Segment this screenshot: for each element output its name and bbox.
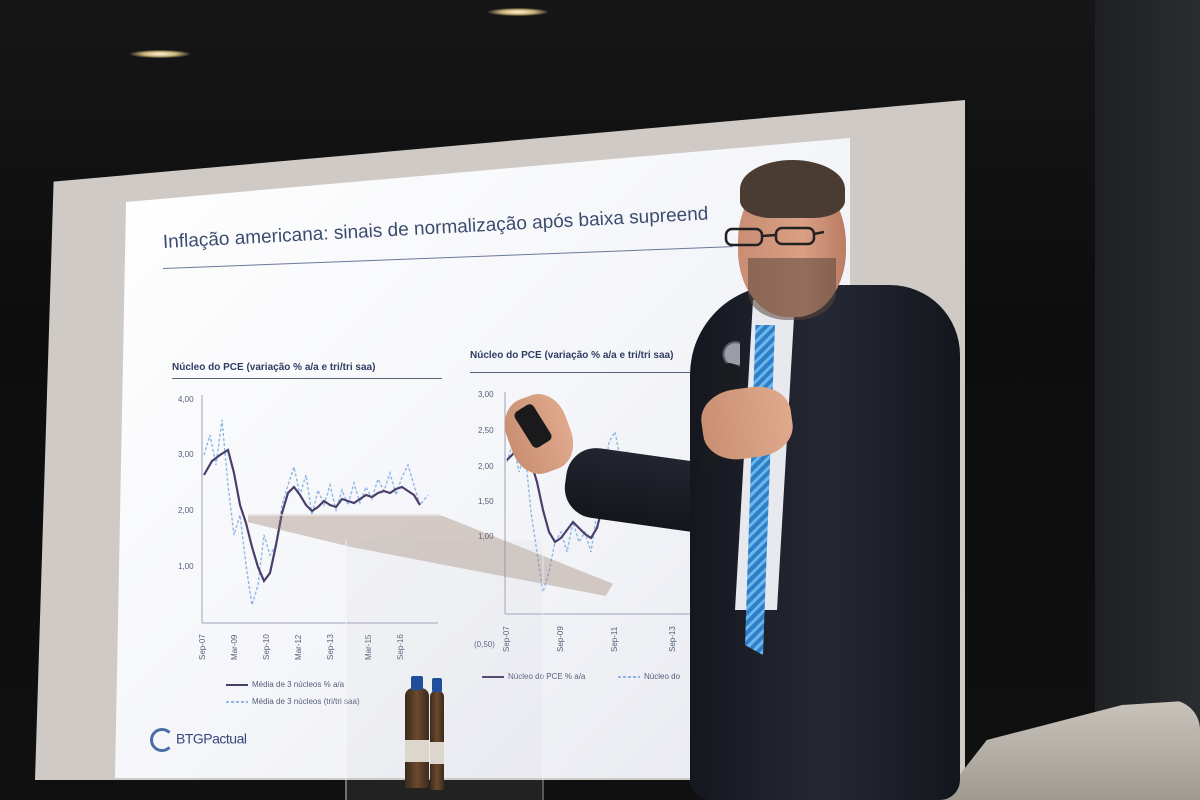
right-wall [1095,0,1200,800]
speaker-hair [740,160,845,218]
water-bottle [405,676,429,788]
legend-swatch-solid [482,675,504,678]
bottle-label [430,742,444,764]
lectern-body [345,540,544,800]
left-chart-rule [172,378,442,379]
legend-label: Média de 3 núcleos (tri/tri saa) [252,697,360,706]
right-y-tick: 1,50 [478,497,494,506]
left-x-tick: Sep-13 [326,634,335,660]
left-y-tick: 3,00 [178,450,194,459]
bottle-cap [411,676,423,690]
left-y-tick: 1,00 [178,562,194,571]
right-x-tick: Sep-11 [610,626,619,652]
armchair [940,700,1200,800]
left-chart-solid-series [203,448,421,584]
left-chart-heading: Núcleo do PCE (variação % a/a e tri/tri … [172,362,376,373]
right-chart-heading: Núcleo do PCE (variação % a/a e tri/tri … [470,350,674,361]
left-chart-plot [201,395,438,624]
right-x-tick: Sep-13 [668,626,677,652]
logo-text: BTGPactual [176,730,247,747]
right-chart-dashed-series [506,430,634,593]
left-y-tick: 4,00 [178,395,194,404]
speaker-beard [748,258,836,320]
right-y-tick: 3,00 [478,390,494,399]
left-chart-legend-item: Média de 3 núcleos % a/a [226,680,344,689]
glasses-icon [724,226,824,247]
legend-swatch-dashed [226,700,248,703]
left-x-tick: Mar-09 [230,634,239,660]
right-y-tick: 1,00 [478,532,494,541]
bottle-label [405,740,429,762]
right-chart-legend-item: Núcleo do [618,672,680,681]
right-chart-rule [470,372,720,373]
bottle-cap [432,678,442,692]
legend-label: Núcleo do [644,672,681,681]
right-x-tick: Sep-09 [556,626,565,652]
ceiling-light-center [488,8,548,16]
btg-pactual-logo: BTGPactual [150,728,247,752]
left-x-tick: Mar-12 [294,634,303,660]
left-chart-legend-item: Média de 3 núcleos (tri/tri saa) [226,697,360,706]
right-y-tick: 2,50 [478,426,494,435]
left-chart-dashed-series [203,419,429,606]
ceiling-light-left [130,50,190,58]
left-x-tick: Sep-10 [262,634,271,660]
water-bottle [430,678,444,790]
right-y-tick: 2,00 [478,462,494,471]
left-y-tick: 2,00 [178,506,194,515]
legend-label: Média de 3 núcleos % a/a [252,680,345,689]
legend-label: Núcleo do PCE % a/a [508,672,586,681]
right-y-tick: (0,50) [474,640,495,649]
logo-ring-icon [150,728,174,752]
left-x-tick: Sep-07 [198,634,207,660]
legend-swatch-solid [226,683,248,686]
right-chart-legend-item: Núcleo do PCE % a/a [482,672,585,681]
legend-swatch-dashed [618,675,640,678]
